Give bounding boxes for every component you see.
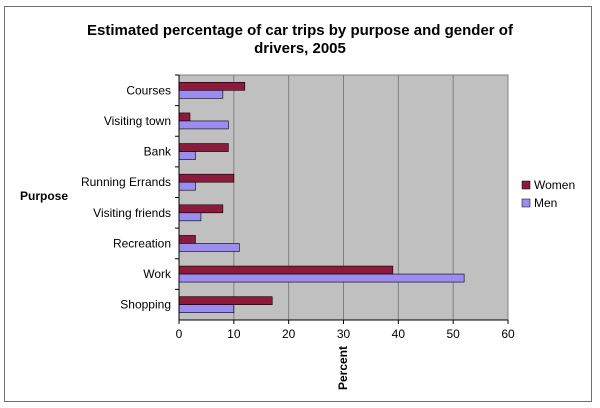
legend-label-men: Men	[534, 196, 557, 210]
bar-men-courses	[178, 90, 224, 99]
bar-men-bank	[178, 151, 196, 160]
category-label: Courses	[126, 83, 171, 97]
legend: Women Men	[521, 178, 575, 210]
category-labels: Courses Visiting town Bank Running Errands V…	[81, 74, 180, 320]
category-label: Bank	[144, 145, 172, 159]
category-label: Shopping	[120, 298, 171, 312]
bar-women-work	[178, 265, 394, 275]
x-tick-label: 20	[282, 327, 296, 341]
category-label: Visiting town	[104, 114, 171, 128]
category-label: Work	[143, 267, 172, 281]
legend-swatch-women	[521, 180, 531, 190]
x-tick-label: 0	[176, 327, 183, 341]
bar-men-running-errands	[178, 181, 196, 191]
bar-women-recreation	[178, 235, 196, 244]
legend-swatch-men	[521, 198, 531, 208]
x-tick-labels: 0 10 20 30 40 50 60	[176, 319, 515, 341]
bar-men-visiting-friends	[178, 212, 202, 222]
bar-men-work	[178, 273, 465, 283]
x-tick-label: 10	[227, 327, 241, 341]
bar-women-courses	[178, 82, 246, 91]
x-axis-title: Percent	[336, 346, 350, 390]
bar-women-visiting-friends	[178, 204, 224, 214]
bar-women-visiting-town	[178, 112, 191, 122]
bar-women-bank	[178, 143, 229, 152]
x-tick-label: 40	[392, 327, 406, 341]
legend-label-women: Women	[534, 178, 575, 192]
bar-men-recreation	[178, 243, 240, 252]
category-label: Running Errands	[81, 175, 171, 189]
bar-men-visiting-town	[178, 120, 229, 130]
category-label: Recreation	[113, 236, 171, 250]
chart-title-line-1: Estimated percentage of car trips by pur…	[87, 22, 514, 39]
y-axis-title: Purpose	[20, 189, 68, 203]
bar-men-shopping	[178, 304, 235, 313]
bar-women-running-errands	[178, 173, 235, 183]
x-tick-label: 60	[501, 327, 515, 341]
bars	[178, 82, 465, 313]
chart-title-line-2: drivers, 2005	[254, 40, 346, 57]
x-tick-label: 30	[337, 327, 351, 341]
category-label: Visiting friends	[93, 206, 171, 220]
x-tick-label: 50	[446, 327, 460, 341]
bar-women-shopping	[178, 296, 273, 305]
